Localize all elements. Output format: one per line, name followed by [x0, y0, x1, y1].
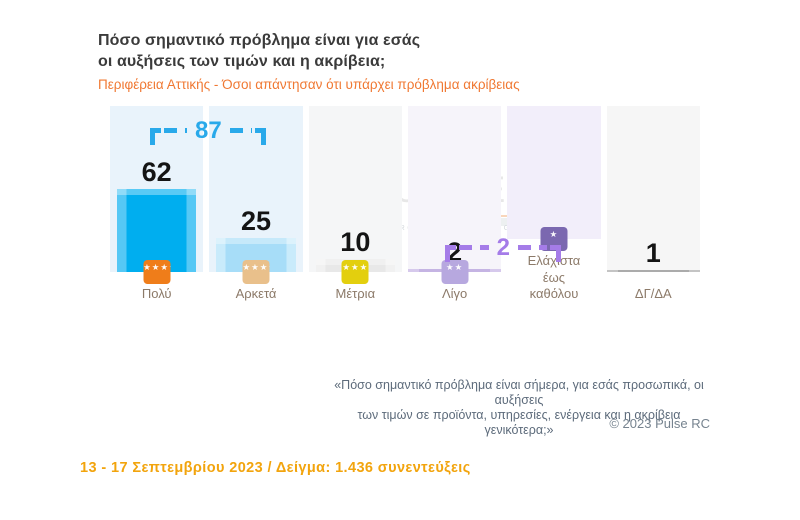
stars-rating-icon: ★	[540, 227, 568, 252]
chart-column: 25 ★★★★ Αρκετά	[209, 106, 303, 302]
bar	[606, 269, 700, 272]
category-label: Λίγο	[441, 285, 468, 301]
category-label: Ελάχιστα έως καθόλου	[527, 253, 581, 301]
question-footnote: «Πόσο σημαντικό πρόβλημα είναι σήμερα, γ…	[328, 378, 710, 438]
bar-value-label: 1	[645, 237, 661, 268]
title-line-1: Πόσο σημαντικό πρόβλημα είναι για εσάς	[98, 32, 421, 49]
category-label: ΔΓ/ΔΑ	[634, 285, 672, 301]
survey-date-sample: 13 - 17 Σεπτεμβρίου 2023 / Δείγμα: 1.436…	[80, 460, 471, 476]
chart-columns: 62 ★★★★★ Πολύ 25 ★★★★ Αρκετά 10 ★★★ Μέτρ…	[110, 106, 700, 302]
chart-column: ★ Ελάχιστα έως καθόλου	[507, 106, 601, 302]
question-line-1: «Πόσο σημαντικό πρόβλημα είναι σήμερα, γ…	[334, 378, 704, 407]
bar-value-label: 25	[240, 205, 272, 236]
bar-value-label: 62	[141, 156, 172, 187]
bar	[117, 188, 197, 272]
page-title: Πόσο σημαντικό πρόβλημα είναι για εσάς ο…	[98, 30, 520, 72]
copyright-notice: © 2023 Pulse RC	[609, 416, 710, 431]
stars-rating-icon: ★★★★	[242, 259, 270, 284]
chart-column: 1 ΔΓ/ΔΑ	[606, 106, 700, 302]
chart-column: 10 ★★★ Μέτρια	[308, 106, 402, 302]
stars-rating-icon: ★★	[441, 259, 469, 284]
question-line-2: των τιμών σε προϊόντα, υπηρεσίες, ενέργε…	[357, 408, 681, 437]
stars-rating-icon: ★★★	[341, 259, 369, 284]
column-background: 1	[606, 106, 700, 272]
chart-column: 2 ★★ Λίγο	[407, 106, 502, 302]
bar-value-label: 10	[340, 226, 371, 257]
bar-chart: 62 ★★★★★ Πολύ 25 ★★★★ Αρκετά 10 ★★★ Μέτρ…	[110, 106, 700, 302]
category-label: Πολύ	[141, 285, 172, 301]
stars-rating-icon: ★★★★★	[143, 259, 171, 284]
column-background: ★	[507, 106, 601, 252]
chart-subtitle: Περιφέρεια Αττικής - Όσοι απάντησαν ότι …	[98, 77, 520, 92]
title-line-2: οι αυξήσεις των τιμών και η ακρίβεια;	[98, 53, 386, 70]
column-background: 10 ★★★	[308, 106, 402, 284]
chart-column: 62 ★★★★★ Πολύ	[110, 106, 204, 302]
column-background: 62 ★★★★★	[110, 106, 204, 284]
column-background: 25 ★★★★	[209, 106, 303, 284]
category-label: Μέτρια	[335, 285, 376, 301]
column-background: 2 ★★	[407, 106, 502, 284]
chart-header: Πόσο σημαντικό πρόβλημα είναι για εσάς ο…	[98, 30, 520, 92]
category-label: Αρκετά	[235, 285, 277, 301]
